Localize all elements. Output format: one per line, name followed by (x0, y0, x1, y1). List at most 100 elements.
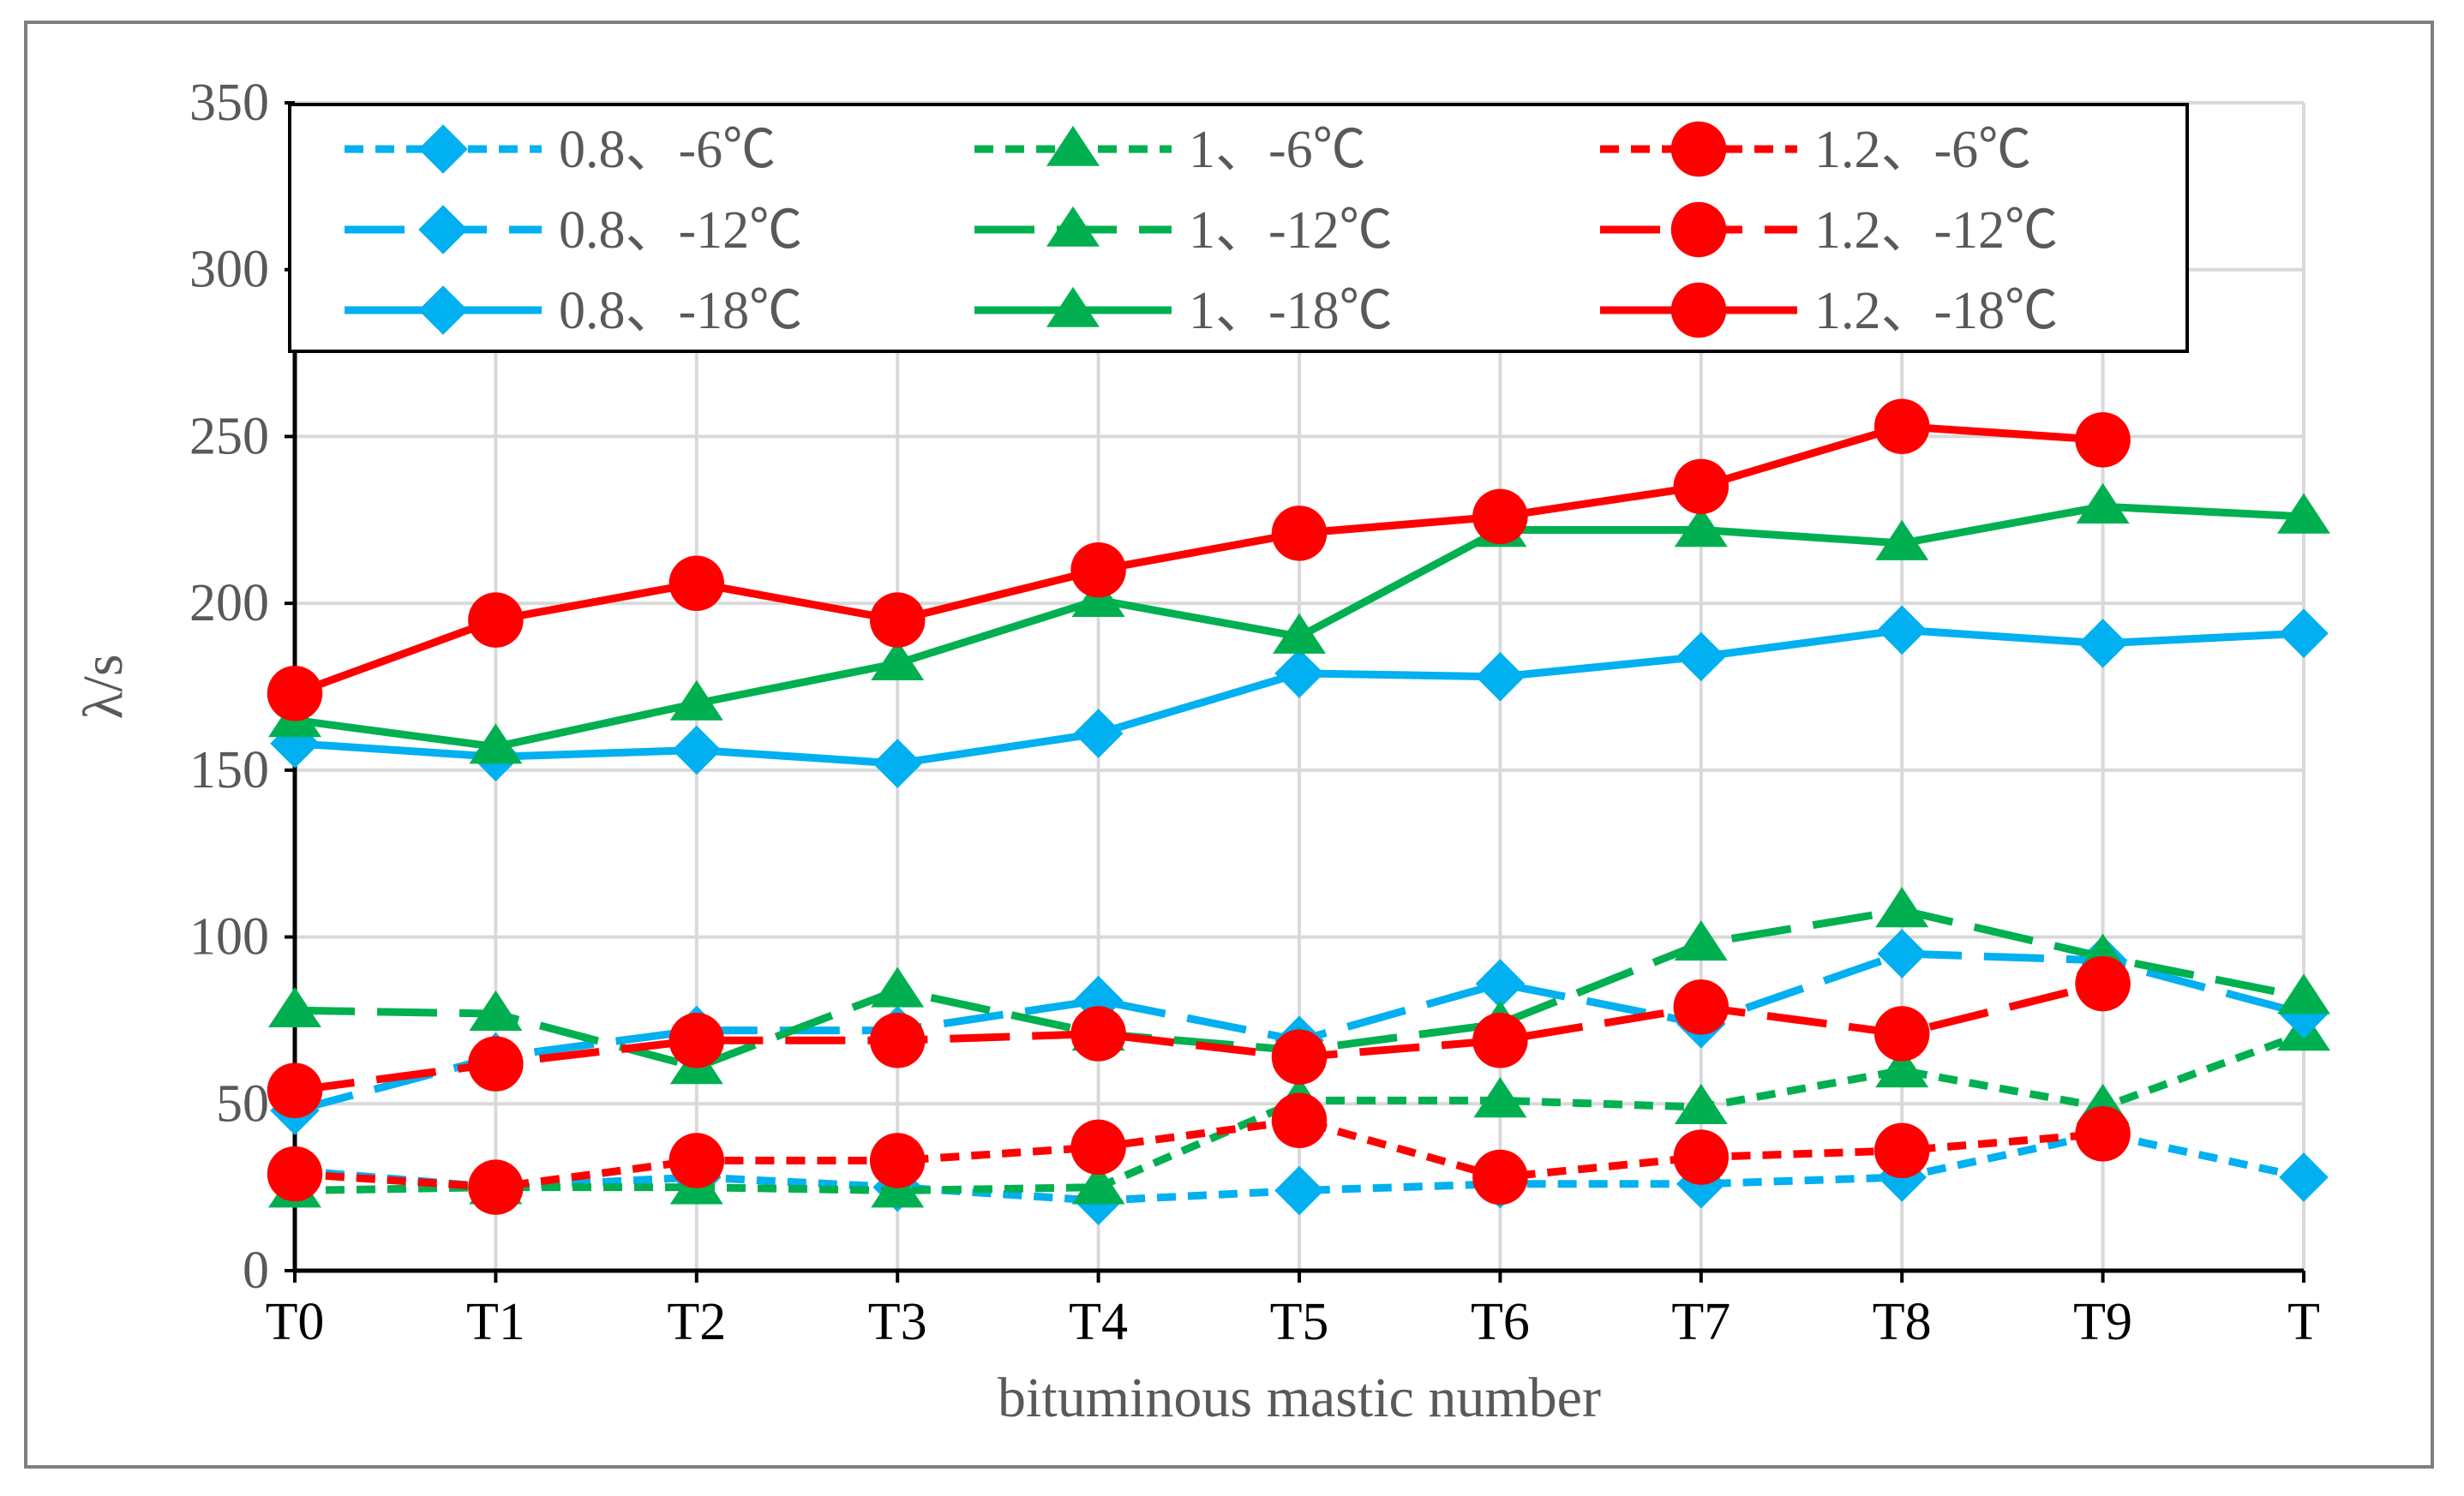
data-point (1875, 887, 1929, 928)
y-tick-label: 200 (189, 574, 269, 632)
x-tick-label: T6 (1471, 1293, 1530, 1351)
legend-label: 1.2、-6℃ (1814, 121, 2031, 179)
data-point (1676, 631, 1726, 682)
x-tick-label: T1 (466, 1293, 525, 1351)
data-point (1472, 488, 1528, 545)
data-point (669, 679, 723, 721)
y-tick-label: 100 (189, 908, 269, 966)
data-point (1071, 1164, 1125, 1205)
data-point (1475, 959, 1526, 1008)
data-point (672, 725, 722, 775)
data-point (468, 1036, 524, 1092)
data-point (1873, 1122, 1930, 1179)
data-point (1877, 605, 1927, 655)
data-point (2077, 619, 2128, 668)
series-line (294, 1116, 2103, 1192)
series-1.2、-6℃ (267, 1092, 2131, 1215)
data-point (1274, 1165, 1324, 1216)
legend-marker (1046, 286, 1100, 327)
data-point (1070, 542, 1126, 598)
legend-marker (1046, 206, 1100, 247)
legend-marker (1670, 201, 1727, 258)
data-point (469, 990, 523, 1031)
data-point (2075, 1106, 2131, 1162)
series-line (293, 422, 2103, 697)
data-point (1873, 1006, 1930, 1062)
data-point (1274, 649, 1324, 698)
legend: 0.8、-6℃ 0.8、-12℃ 0.8、-18℃ 1、-6℃ 1、-12℃ 1、-18℃… (288, 103, 2189, 353)
data-point (1073, 709, 1124, 758)
data-point (1473, 1077, 1527, 1118)
x-tick-label: T9 (2073, 1293, 2132, 1351)
series-line (294, 979, 2104, 1095)
data-point (869, 1133, 926, 1188)
x-tick-label: T2 (667, 1293, 726, 1351)
data-point (2279, 1152, 2329, 1202)
data-point (2277, 493, 2330, 534)
x-tick-label: T5 (1270, 1293, 1329, 1351)
data-point (1877, 929, 1927, 978)
data-point (468, 592, 524, 648)
data-point (267, 666, 323, 721)
legend-box (288, 103, 2189, 353)
line-chart: 0 50 100 150 200 250 300 350 T0 T1 T2 T3 T4 T5 T6 T7 T8 T… (72, 74, 2330, 1429)
legend-marker (1670, 282, 1727, 338)
data-point (1875, 519, 1929, 560)
y-axis-title: λ/s (72, 654, 135, 719)
data-point (1271, 506, 1328, 561)
legend-item: 1.2、-12℃ (1600, 201, 2058, 260)
data-point (1070, 1006, 1126, 1062)
data-point (1273, 613, 1326, 654)
series-1.2、-12℃ (267, 955, 2131, 1118)
data-point (2277, 973, 2330, 1014)
y-tick-label: 300 (189, 241, 269, 299)
data-point (1673, 979, 1730, 1035)
legend-marker (1670, 121, 1727, 177)
series-1.2、-18℃ (267, 398, 2131, 721)
data-point (1674, 920, 1728, 961)
data-point (469, 723, 523, 764)
x-tick-label: T (2287, 1293, 2320, 1351)
legend-item: 0.8、-6℃ (345, 121, 776, 179)
data-point (267, 1062, 323, 1118)
data-point (468, 1159, 524, 1215)
data-point (1673, 458, 1730, 515)
data-point (1674, 1083, 1728, 1124)
data-point (267, 1146, 323, 1202)
data-point (869, 592, 926, 648)
legend-label: 1.2、-18℃ (1814, 282, 2058, 340)
x-tick-label: T3 (868, 1293, 927, 1351)
legend-label: 1.2、-12℃ (1814, 201, 2058, 260)
y-tick-label: 250 (189, 407, 269, 465)
data-point (1271, 1029, 1328, 1086)
data-point (1875, 1047, 1929, 1088)
x-tick-label: T4 (1069, 1293, 1128, 1351)
data-point (869, 1013, 926, 1068)
y-tick-label: 50 (216, 1074, 269, 1133)
x-tick-label: T7 (1671, 1293, 1730, 1351)
data-point (1472, 1149, 1528, 1206)
legend-label: 0.8、-18℃ (559, 282, 802, 340)
legend-label: 0.8、-6℃ (559, 121, 776, 179)
data-point (872, 739, 922, 788)
data-point (668, 1133, 725, 1188)
legend-item: 1、-12℃ (974, 201, 1393, 260)
data-point (1873, 398, 1930, 454)
x-axis-title: bituminous mastic number (998, 1367, 1601, 1429)
data-point (1673, 1129, 1730, 1185)
data-point (668, 555, 725, 612)
legend-label: 0.8、-12℃ (559, 201, 802, 260)
x-tick-label: T8 (1873, 1293, 1932, 1351)
data-point (1271, 1092, 1328, 1148)
data-point (268, 986, 321, 1028)
legend-label: 1、-6℃ (1189, 121, 1366, 179)
chart-frame: 0 50 100 150 200 250 300 350 T0 T1 T2 T3 T4 T5 T6 T7 T8 T… (24, 21, 2434, 1469)
series-line (294, 1129, 2305, 1205)
data-point (1475, 652, 1526, 702)
data-point (1070, 1119, 1126, 1176)
x-tick-label: T0 (266, 1293, 325, 1351)
legend-item: 1.2、-18℃ (1600, 282, 2058, 340)
legend-label: 1、-18℃ (1189, 282, 1393, 340)
data-point (2075, 955, 2131, 1012)
y-tick-label: 150 (189, 741, 269, 799)
